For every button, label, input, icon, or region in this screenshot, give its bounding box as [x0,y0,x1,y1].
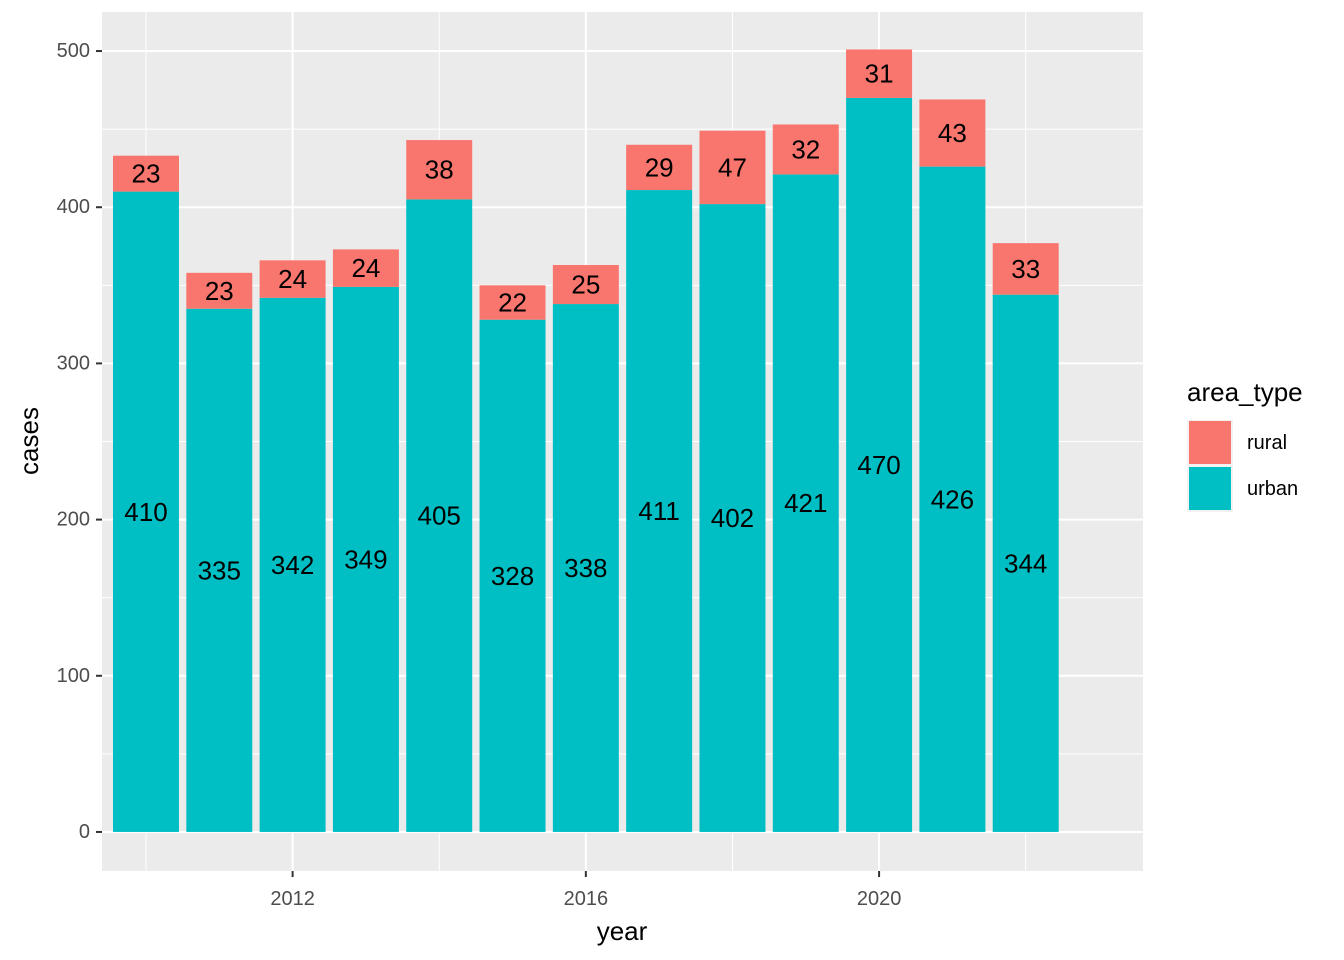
data-label-rural-2019: 32 [791,134,820,164]
bar-rural-2022 [992,243,1059,295]
bar-rural-2013 [332,249,399,287]
bar-urban-2016 [552,304,619,832]
y-tick-label: 0 [79,821,90,843]
bar-rural-2021 [919,99,986,167]
bar-rural-2018 [699,130,766,205]
bar-rural-2020 [846,49,913,98]
data-label-urban-2013: 349 [344,544,387,574]
bar-urban-2015 [479,319,546,832]
bar-urban-2021 [919,166,986,832]
data-label-rural-2018: 47 [718,152,747,182]
bar-rural-2011 [186,272,253,309]
bar-urban-2020 [846,97,913,832]
data-label-urban-2014: 405 [418,501,461,531]
bar-labels: 410 23 335 23 342 24 349 24 405 38 328 22 338 25 411 29… [124,59,1047,591]
data-label-urban-2010: 410 [124,497,167,527]
legend-title: area_type [1187,377,1303,407]
data-label-rural-2011: 23 [205,276,234,306]
x-axis: 2012 2016 2020 [270,871,901,910]
data-label-urban-2012: 342 [271,550,314,580]
y-tick-label: 300 [57,352,90,374]
data-label-rural-2012: 24 [278,264,307,294]
y-axis: 0 100 200 300 400 500 [57,40,102,843]
bar-urban-2010 [112,191,179,832]
data-label-urban-2016: 338 [564,553,607,583]
data-label-rural-2022: 33 [1011,254,1040,284]
bar-urban-2018 [699,204,766,832]
y-tick-label: 200 [57,509,90,531]
bar-urban-2019 [772,174,839,832]
bar-urban-2013 [332,286,399,832]
data-label-urban-2022: 344 [1004,548,1047,578]
data-label-urban-2020: 470 [857,450,900,480]
data-label-rural-2010: 23 [132,159,161,189]
data-label-rural-2020: 31 [865,59,894,89]
bar-rural-2015 [479,285,546,320]
bar-urban-2017 [626,190,693,832]
x-tick-label: 2020 [857,888,902,910]
data-label-rural-2015: 22 [498,287,527,317]
data-label-urban-2019: 421 [784,488,827,518]
x-tick-label: 2012 [270,888,315,910]
bars [112,49,1059,832]
y-tick-label: 500 [57,40,90,62]
data-label-urban-2021: 426 [931,484,974,514]
data-label-urban-2015: 328 [491,561,534,591]
legend: area_type rural urban [1187,377,1303,512]
y-tick-label: 400 [57,196,90,218]
legend-label-rural: rural [1247,432,1287,454]
legend-swatch-rural [1189,421,1231,464]
data-label-rural-2013: 24 [351,253,380,283]
data-label-urban-2011: 335 [198,555,241,585]
data-label-rural-2017: 29 [645,152,674,182]
x-axis-title: year [597,916,648,946]
bar-urban-2012 [259,297,326,832]
bar-rural-2017 [626,144,693,191]
data-label-urban-2018: 402 [711,503,754,533]
bar-urban-2011 [186,308,253,832]
bar-rural-2010 [112,155,179,192]
x-tick-label: 2016 [564,888,609,910]
bar-urban-2022 [992,294,1059,832]
data-label-rural-2021: 43 [938,118,967,148]
legend-swatch-urban [1189,467,1231,510]
bar-rural-2019 [772,124,839,175]
data-label-rural-2016: 25 [571,270,600,300]
y-tick-label: 100 [57,665,90,687]
data-label-urban-2017: 411 [638,496,679,526]
legend-label-urban: urban [1247,478,1298,500]
bar-rural-2016 [552,265,619,305]
y-axis-title: cases [14,407,44,475]
data-label-rural-2014: 38 [425,155,454,185]
bar-urban-2014 [406,199,473,832]
bar-rural-2014 [406,140,473,200]
bar-rural-2012 [259,260,326,298]
